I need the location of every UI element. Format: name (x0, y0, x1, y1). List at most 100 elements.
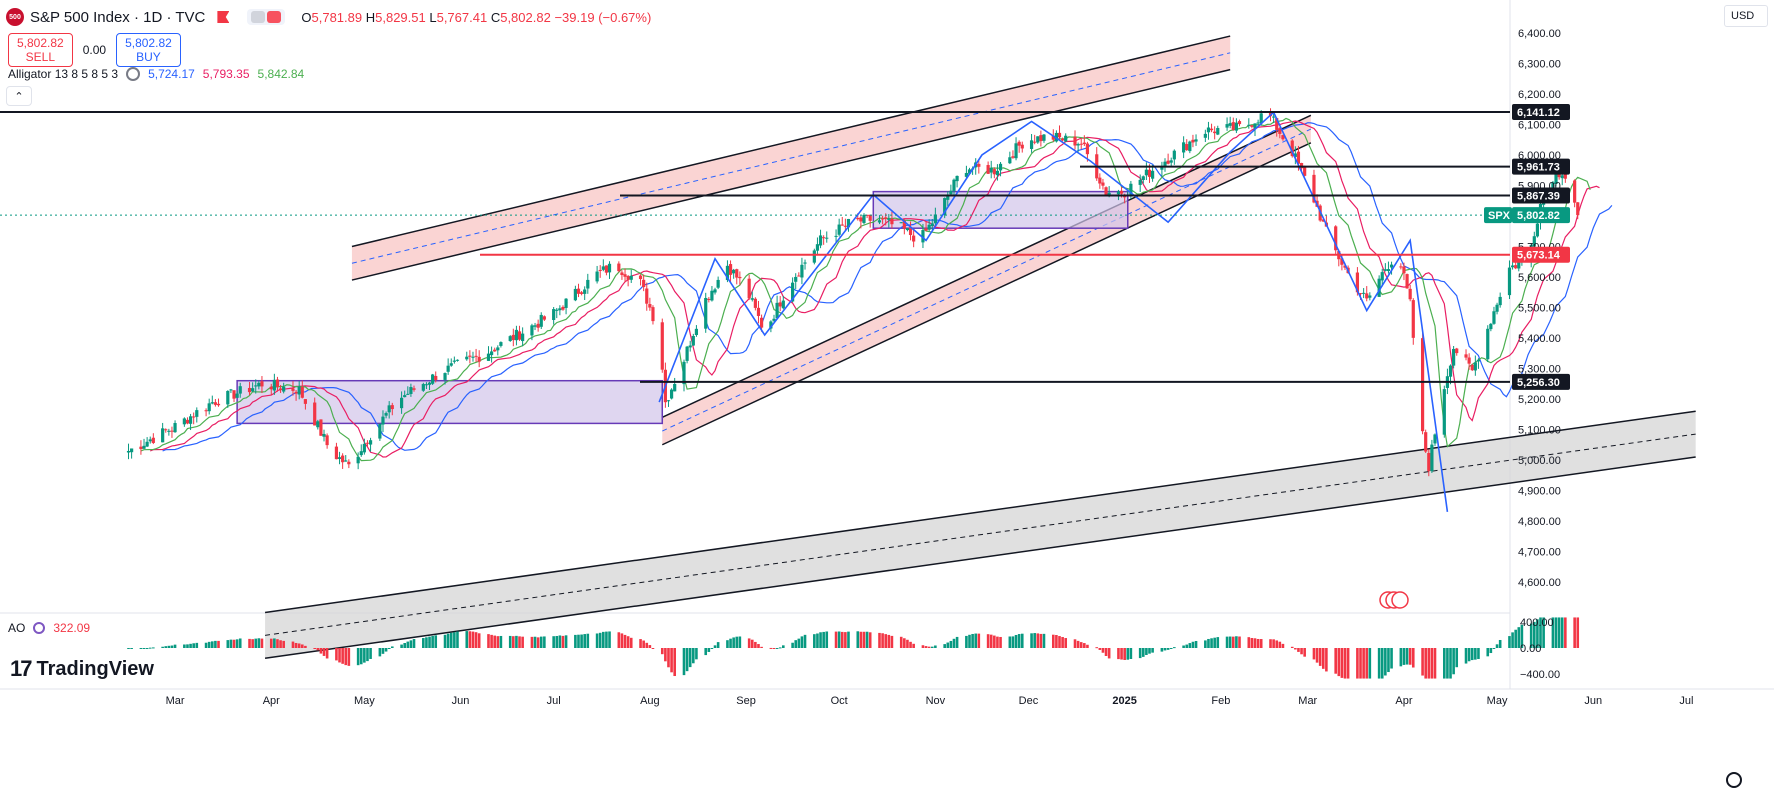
ao-bar (164, 646, 168, 648)
ao-bar (595, 633, 599, 648)
candle-body (725, 265, 730, 281)
candle-body (434, 375, 438, 380)
candle (1442, 385, 1446, 438)
y-tick-label: 5,600.00 (1518, 272, 1561, 284)
candle-body (691, 335, 695, 346)
candle-body (1033, 141, 1037, 143)
ao-bar (794, 640, 798, 648)
y-tick-label: 5,000.00 (1518, 455, 1561, 467)
ao-bar (1235, 636, 1238, 648)
symbol-title[interactable]: S&P 500 Index · 1D · TVC (30, 8, 206, 26)
ao-bar (769, 647, 773, 649)
candle-body (294, 391, 298, 394)
ao-bar (403, 643, 407, 648)
candle (812, 248, 816, 265)
candle (1079, 137, 1083, 150)
candle (251, 382, 255, 393)
candle (1470, 363, 1474, 372)
wave-icon[interactable] (267, 11, 282, 23)
candle (685, 345, 689, 364)
alligator-teeth-value: 5,793.35 (202, 67, 250, 81)
candle-body (840, 224, 844, 226)
y-tick-label: 6,400.00 (1518, 28, 1561, 40)
tradingview-logo[interactable]: 17 TradingView (10, 656, 154, 682)
ao-bar (387, 648, 391, 649)
candle-body (424, 384, 429, 386)
flag-icon[interactable] (217, 11, 230, 23)
candle (278, 385, 283, 393)
candle-body (1452, 348, 1456, 366)
alligator-legend[interactable]: Alligator 13 8 5 8 5 3 5,724.17 5,793.35… (8, 67, 304, 81)
candle (728, 260, 733, 283)
candle (173, 420, 177, 433)
candle-body (794, 276, 798, 282)
ao-bar (930, 646, 934, 648)
sell-button[interactable]: 5,802.82 SELL (8, 33, 73, 67)
ao-bar (431, 635, 434, 648)
ao-legend[interactable]: AO 322.09 (8, 621, 90, 635)
candle (840, 216, 844, 226)
ao-bar (422, 638, 425, 648)
ao-bar (605, 631, 608, 648)
axis-settings-icon[interactable] (1726, 772, 1742, 788)
candle-body (1489, 323, 1493, 330)
candle-body (1082, 142, 1086, 145)
ao-bar (626, 636, 630, 648)
ao-bar (238, 638, 242, 648)
ao-bar (986, 634, 990, 648)
candle-body (365, 442, 370, 444)
ao-bar (1318, 648, 1322, 666)
candle (868, 214, 872, 228)
ao-bar (499, 635, 503, 648)
ao-bar (1272, 639, 1275, 648)
candle (356, 452, 360, 470)
currency-selector[interactable]: USD (1724, 5, 1768, 27)
candle-body (908, 227, 913, 236)
ao-bar (738, 636, 742, 648)
candle-body (753, 298, 757, 308)
candle (282, 382, 286, 394)
ao-bar (1166, 648, 1170, 650)
candle-body (912, 235, 916, 242)
candle-body (1278, 128, 1282, 134)
candle-body (750, 298, 754, 300)
ao-bar (1039, 633, 1043, 648)
ao-bar (468, 631, 472, 648)
ao-bar (772, 648, 776, 649)
candle-body (607, 263, 612, 273)
candle (843, 218, 847, 231)
candle-body (1303, 167, 1307, 176)
ao-bar (1536, 619, 1539, 648)
hide-icon[interactable] (251, 11, 266, 23)
candle-body (536, 323, 540, 328)
ao-bar (521, 636, 524, 648)
settings-gear-icon[interactable] (126, 67, 141, 81)
candle-body (552, 309, 556, 320)
ao-indicator-icon[interactable] (33, 622, 46, 634)
collapse-legend-button[interactable]: ⌃ (6, 86, 32, 106)
ao-bar (552, 636, 555, 648)
buy-button[interactable]: 5,802.82 BUY (116, 33, 181, 67)
candle-body (1129, 183, 1133, 195)
ao-bar (1486, 648, 1490, 657)
ao-bar (453, 632, 456, 648)
candle (148, 436, 152, 444)
ao-bar (803, 634, 807, 648)
ao-bar (1042, 633, 1046, 648)
ao-bar (269, 638, 273, 648)
tradingview-wordmark: TradingView (36, 657, 154, 680)
candle (1234, 118, 1238, 134)
candle-body (1101, 182, 1105, 186)
ao-bar (1011, 636, 1015, 648)
candle (188, 413, 193, 431)
candle (604, 265, 609, 276)
candle (1206, 121, 1211, 140)
ao-bar (757, 644, 760, 648)
data-mode-toggle[interactable] (247, 9, 286, 25)
candle-body (1206, 127, 1211, 133)
candle-body (1008, 157, 1012, 164)
candle-body (555, 309, 559, 311)
candle-body (648, 304, 652, 308)
ao-bar (173, 644, 177, 648)
